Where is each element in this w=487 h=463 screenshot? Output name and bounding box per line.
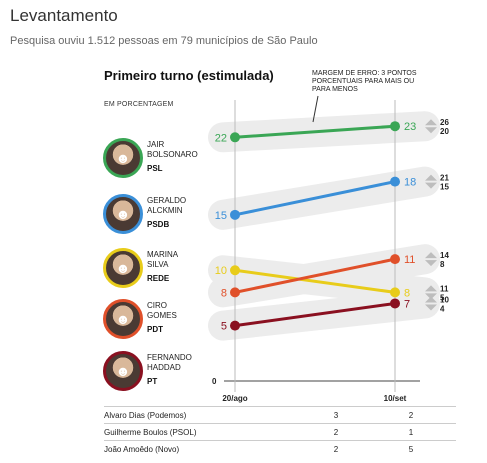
candidate-party: PSDB	[147, 220, 170, 229]
table-row: João Amoêdo (Novo) 2 5	[104, 440, 456, 457]
range-down-icon	[425, 182, 437, 189]
data-point	[390, 176, 400, 187]
candidate-party: PDT	[147, 325, 163, 334]
other-candidates-table: Alvaro Dias (Podemos) 3 2 Guilherme Boul…	[104, 406, 456, 457]
candidate-party: PSL	[147, 164, 163, 173]
range-up-icon	[425, 285, 437, 292]
data-label: 7	[404, 298, 410, 310]
candidate-name-cell: Guilherme Boulos (PSOL)	[104, 423, 306, 441]
person-photo-icon: ☻	[103, 194, 143, 234]
series-line	[234, 180, 396, 217]
data-label: 8	[221, 287, 227, 299]
range-high-label: 26	[440, 118, 449, 127]
range-up-icon	[425, 119, 437, 126]
series-line	[234, 257, 396, 294]
data-point	[230, 132, 240, 143]
value-cell: 5	[366, 440, 456, 457]
table-row: Guilherme Boulos (PSOL) 2 1	[104, 423, 456, 441]
data-label: 5	[221, 321, 227, 333]
range-up-icon	[425, 252, 437, 259]
range-down-icon	[425, 304, 437, 311]
y-zero-label: 0	[212, 377, 217, 386]
range-low-label: 8	[440, 260, 445, 269]
person-photo-icon: ☻	[103, 138, 143, 178]
range-high-label: 10	[440, 295, 449, 304]
range-low-label: 5	[440, 293, 445, 302]
chart-title: Primeiro turno (estimulada)	[104, 68, 274, 83]
data-label: 18	[404, 177, 416, 189]
x-tick-label: 20/ago	[222, 394, 247, 403]
data-label: 11	[404, 254, 415, 266]
range-down-icon	[425, 127, 437, 134]
range-down-icon	[425, 293, 437, 300]
data-point	[390, 287, 400, 298]
value-cell: 2	[306, 423, 366, 441]
series-line	[234, 268, 396, 294]
data-label: 22	[215, 132, 227, 144]
data-point	[230, 265, 240, 276]
page-title: Levantamento	[10, 6, 118, 25]
data-point	[230, 287, 240, 298]
candidate-name: FERNANDO HADDAD	[147, 353, 192, 372]
x-tick-label: 10/set	[384, 394, 407, 403]
data-label: 23	[404, 121, 416, 133]
unit-note: EM PORCENTAGEM	[104, 101, 174, 108]
person-photo-icon: ☻	[103, 299, 143, 339]
value-cell: 2	[306, 440, 366, 457]
candidate-name: JAIR BOLSONARO	[147, 140, 198, 159]
data-point	[390, 254, 400, 265]
range-high-label: 11	[440, 284, 449, 293]
candidate-name-cell: Alvaro Dias (Podemos)	[104, 406, 306, 424]
data-point	[390, 298, 400, 309]
candidate-name: GERALDO ALCKMIN	[147, 196, 187, 215]
page-subtitle: Pesquisa ouviu 1.512 pessoas em 79 munic…	[10, 35, 318, 47]
series-line	[234, 301, 396, 328]
data-point	[390, 121, 400, 132]
range-low-label: 15	[440, 183, 449, 192]
data-label: 10	[215, 265, 227, 277]
range-low-label: 4	[440, 304, 445, 313]
candidate-name: CIRO GOMES	[147, 301, 177, 320]
candidate-name-cell: João Amoêdo (Novo)	[104, 440, 306, 457]
person-photo-icon: ☻	[103, 351, 143, 391]
margin-note-pointer	[312, 95, 319, 123]
data-label: 8	[404, 287, 410, 299]
candidate-name: MARINA SILVA	[147, 250, 179, 269]
candidate-party: REDE	[147, 274, 170, 283]
range-high-label: 21	[440, 174, 449, 183]
value-cell: 2	[366, 406, 456, 424]
range-high-label: 14	[440, 251, 449, 260]
value-cell: 3	[306, 406, 366, 424]
series-line	[234, 124, 396, 139]
candidate-party: PT	[147, 377, 158, 386]
table-row: Alvaro Dias (Podemos) 3 2	[104, 406, 456, 424]
data-label: 15	[215, 210, 227, 222]
range-up-icon	[425, 296, 437, 303]
range-low-label: 20	[440, 127, 449, 136]
value-cell: 1	[366, 423, 456, 441]
person-photo-icon: ☻	[103, 248, 143, 288]
data-point	[230, 320, 240, 331]
margin-of-error-note: MARGEM DE ERRO: 3 PONTOS PORCENTUAIS PAR…	[312, 70, 417, 93]
range-down-icon	[425, 260, 437, 267]
data-point	[230, 209, 240, 220]
range-up-icon	[425, 174, 437, 181]
